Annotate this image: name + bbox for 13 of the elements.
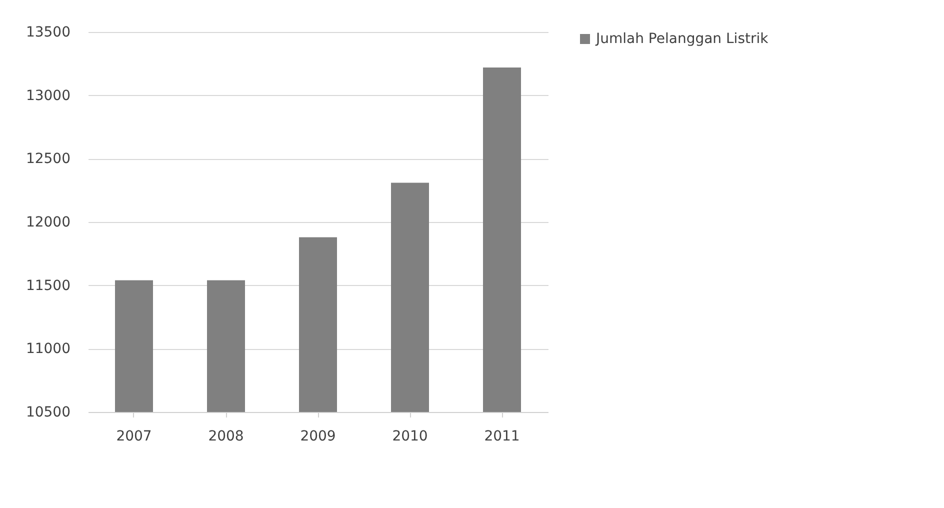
y-tick-label: 12000	[26, 214, 70, 230]
y-tick-label: 10500	[26, 404, 70, 420]
y-tick-label: 13500	[26, 24, 70, 40]
legend-label: Jumlah Pelanggan Listrik	[595, 31, 770, 47]
y-tick-label: 13000	[26, 88, 70, 104]
y-tick-label: 12500	[26, 151, 70, 168]
x-tick-label: 2007	[116, 428, 152, 444]
x-tick-label: 2008	[208, 428, 244, 444]
x-tick-label: 2009	[300, 428, 336, 444]
y-tick-label: 11000	[26, 341, 70, 358]
x-tick-label: 2010	[392, 428, 428, 444]
x-tick-label: 2011	[484, 428, 520, 444]
y-tick-label: 11500	[26, 278, 70, 294]
